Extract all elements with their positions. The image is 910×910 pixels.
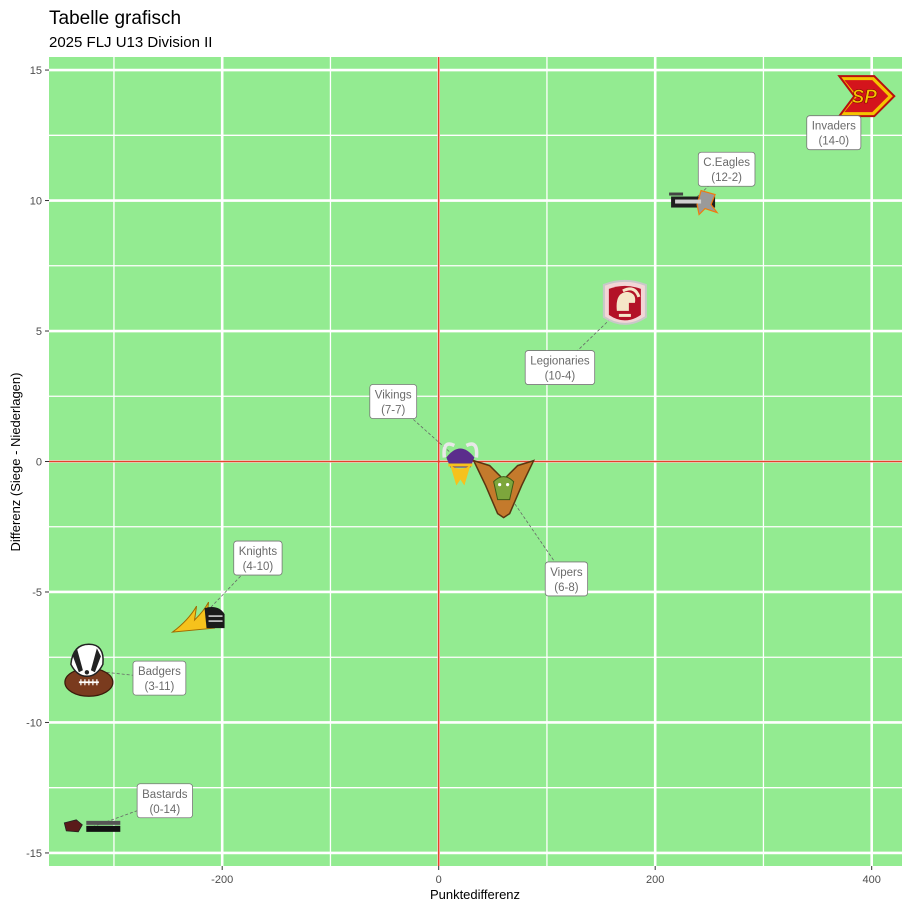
sp-chevron-logo: SP — [837, 75, 896, 118]
label-team: Badgers — [138, 666, 181, 678]
label-badgers: Badgers (3-11) — [132, 660, 187, 696]
bastards-wordmark-logo — [63, 819, 121, 833]
label-record: (4-10) — [243, 561, 274, 573]
label-record: (10-4) — [545, 371, 576, 383]
label-box — [544, 561, 589, 597]
y-tick-label: 0 — [36, 457, 42, 469]
label-ceagles: C.Eagles (12-2) — [697, 151, 756, 187]
label-team: Vipers — [550, 567, 583, 579]
label-box — [524, 350, 596, 385]
y-tick-label: 5 — [36, 326, 42, 338]
badger-football-logo — [64, 643, 114, 697]
x-tick-label: 200 — [646, 874, 664, 886]
team-logos: SP — [63, 75, 896, 833]
label-record: (3-11) — [144, 681, 174, 693]
label-box — [132, 660, 187, 696]
y-tick-label: 10 — [30, 196, 42, 208]
x-tick-label: 0 — [436, 874, 442, 886]
y-tick-label: 15 — [30, 65, 42, 77]
label-team: Invaders — [812, 121, 856, 133]
label-box — [806, 115, 862, 151]
viper-head-logo — [472, 459, 536, 519]
label-box — [369, 384, 418, 419]
label-team: Vikings — [375, 389, 412, 401]
x-axis-title: Punktedifferenz — [430, 887, 520, 902]
chart-subtitle: 2025 FLJ U13 Division II — [49, 34, 212, 51]
label-team: Legionaries — [530, 356, 590, 368]
label-team: Bastards — [142, 789, 188, 801]
y-tick-label: -10 — [26, 717, 42, 729]
y-axis-title: Differenz (Siege - Niederlagen) — [8, 373, 23, 552]
knight-helmet-logo — [170, 601, 225, 633]
label-record: (7-7) — [381, 404, 405, 416]
label-record: (14-0) — [818, 136, 849, 148]
label-bastards: Bastards (0-14) — [136, 783, 193, 819]
x-tick-label: -200 — [211, 874, 233, 886]
label-box — [136, 783, 193, 819]
spartan-helmet-logo — [602, 279, 647, 325]
point-labels: Invaders (14-0) C.Eagles (12-2) Legionaries (… — [132, 115, 862, 819]
label-team: Knights — [239, 546, 278, 558]
y-axis-ticks: -15 -10 -5 0 5 10 15 — [26, 65, 49, 860]
eagles-logo — [669, 189, 719, 216]
label-record: (12-2) — [711, 172, 742, 184]
label-team: C.Eagles — [703, 157, 750, 169]
label-vikings: Vikings (7-7) — [369, 384, 418, 419]
connector-knights — [200, 557, 259, 619]
chart-title: Tabelle grafisch — [49, 8, 181, 29]
label-box — [697, 151, 756, 187]
y-tick-label: -5 — [32, 587, 42, 599]
label-legionaries: Legionaries (10-4) — [524, 350, 596, 385]
label-record: (0-14) — [149, 804, 180, 816]
x-tick-label: 400 — [863, 874, 881, 886]
label-invaders: Invaders (14-0) — [806, 115, 862, 151]
viking-helmet-logo — [442, 442, 479, 486]
label-record: (6-8) — [554, 582, 578, 594]
y-tick-label: -15 — [26, 848, 42, 860]
label-vipers: Vipers (6-8) — [544, 561, 589, 597]
svg-text:SP: SP — [852, 87, 878, 108]
x-axis-ticks: -200 0 200 400 — [211, 866, 881, 886]
label-box — [233, 540, 283, 576]
label-knights: Knights (4-10) — [233, 540, 283, 576]
